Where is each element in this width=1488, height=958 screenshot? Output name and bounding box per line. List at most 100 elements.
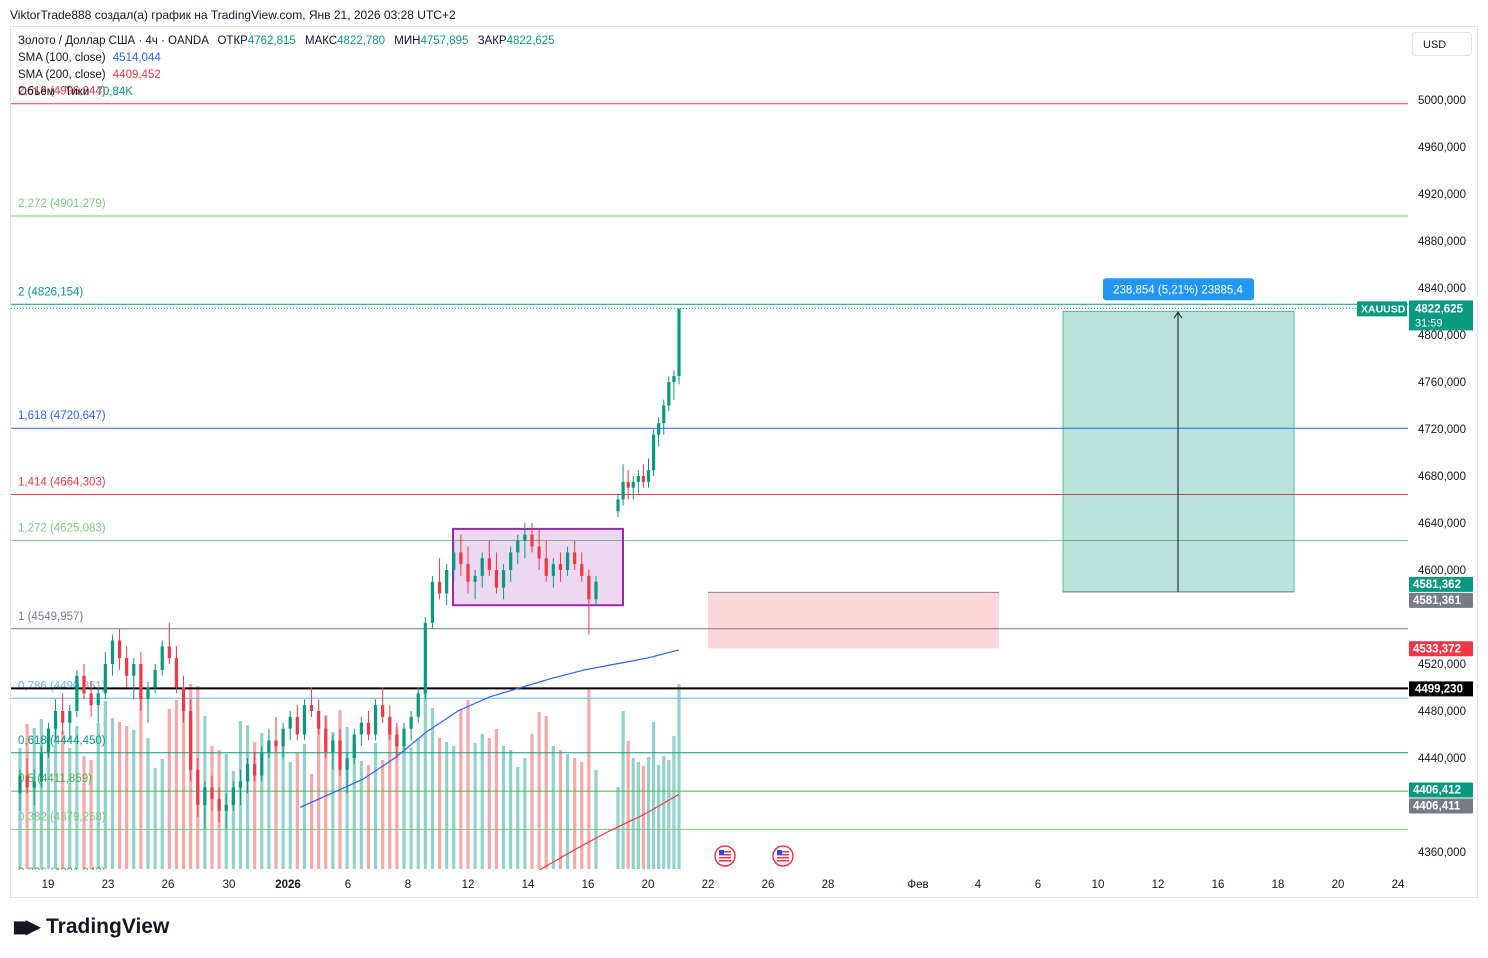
candle[interactable]	[530, 523, 534, 553]
candle[interactable]	[153, 664, 157, 694]
candle[interactable]	[423, 617, 427, 700]
candle[interactable]	[324, 716, 328, 758]
us-event-flag-icon[interactable]	[714, 845, 736, 867]
candle[interactable]	[667, 376, 671, 412]
candle[interactable]	[452, 540, 456, 582]
candle[interactable]	[587, 570, 591, 635]
candle[interactable]	[657, 417, 661, 447]
candle[interactable]	[366, 711, 371, 741]
candle[interactable]	[82, 664, 86, 700]
candle[interactable]	[416, 687, 420, 723]
candle[interactable]	[288, 711, 292, 741]
candle[interactable]	[338, 728, 342, 776]
candle[interactable]	[174, 646, 179, 694]
candle[interactable]	[537, 528, 541, 570]
candle[interactable]	[573, 540, 577, 570]
candle[interactable]	[352, 728, 356, 764]
horizontal-line-badge[interactable]: 4499,230	[1409, 681, 1473, 697]
legend-volume[interactable]: Объём · Тики 70,84K	[18, 86, 133, 98]
candle[interactable]	[672, 370, 676, 400]
candle[interactable]	[580, 552, 584, 582]
candle[interactable]	[75, 669, 79, 717]
candle[interactable]	[274, 716, 278, 753]
candle[interactable]	[409, 711, 413, 741]
candle[interactable]	[302, 699, 307, 741]
candle[interactable]	[245, 758, 250, 794]
candle[interactable]	[253, 752, 257, 782]
candle[interactable]	[509, 546, 513, 582]
candle[interactable]	[309, 687, 314, 717]
candle[interactable]	[616, 493, 620, 518]
currency-button[interactable]: USD	[1412, 32, 1472, 56]
candle[interactable]	[516, 534, 520, 565]
legend-sma100[interactable]: SMA (100, close) 4514,044	[18, 52, 161, 64]
candle[interactable]	[317, 699, 321, 735]
last-price-badge[interactable]: 4822,625 31:59	[1409, 300, 1473, 331]
candle[interactable]	[139, 652, 143, 711]
legend-sma200[interactable]: SMA (200, close) 4409,452	[18, 69, 161, 81]
candle[interactable]	[110, 634, 115, 676]
candle[interactable]	[160, 640, 164, 676]
candle[interactable]	[224, 793, 228, 829]
candle[interactable]	[662, 399, 666, 435]
candle[interactable]	[68, 705, 72, 741]
symbol-badge[interactable]: XAUUSD	[1357, 301, 1407, 317]
candle[interactable]	[641, 464, 646, 488]
price-label-stop[interactable]: 4533,372	[1409, 641, 1473, 657]
candle[interactable]	[621, 464, 625, 506]
candle[interactable]	[132, 658, 136, 700]
candle[interactable]	[181, 675, 186, 723]
candle[interactable]	[395, 722, 399, 758]
candle[interactable]	[61, 693, 65, 735]
candle[interactable]	[402, 722, 406, 753]
candle[interactable]	[473, 570, 477, 600]
candle[interactable]	[594, 575, 598, 606]
candle[interactable]	[677, 307, 681, 385]
candle[interactable]	[103, 652, 107, 700]
candle[interactable]	[558, 552, 563, 582]
candle[interactable]	[565, 546, 570, 576]
candle[interactable]	[196, 758, 200, 817]
stop-loss-zone[interactable]	[708, 592, 999, 649]
candle[interactable]	[359, 716, 363, 747]
candle[interactable]	[117, 628, 122, 670]
candle[interactable]	[381, 687, 385, 723]
candle[interactable]	[466, 546, 470, 594]
candle[interactable]	[146, 681, 150, 723]
candle[interactable]	[46, 722, 51, 758]
candle[interactable]	[646, 458, 651, 488]
price-label-target[interactable]: 4581,362	[1409, 576, 1473, 592]
candle[interactable]	[544, 540, 548, 582]
candle[interactable]	[267, 728, 271, 758]
candle[interactable]	[331, 734, 335, 770]
candle[interactable]	[626, 470, 630, 500]
candle[interactable]	[53, 699, 58, 741]
candle[interactable]	[260, 746, 264, 782]
measure-label[interactable]: 238,854 (5,21%) 23885,4	[1103, 278, 1254, 301]
candle[interactable]	[295, 705, 299, 741]
candle[interactable]	[480, 552, 484, 588]
candle[interactable]	[32, 769, 36, 805]
candle[interactable]	[651, 429, 656, 476]
candle[interactable]	[551, 558, 555, 588]
candle[interactable]	[39, 746, 43, 788]
candle[interactable]	[523, 523, 527, 559]
candle[interactable]	[231, 781, 235, 811]
candle[interactable]	[345, 752, 349, 794]
candle[interactable]	[459, 534, 463, 576]
candle[interactable]	[210, 775, 214, 811]
candle[interactable]	[203, 781, 207, 829]
candle[interactable]	[430, 575, 435, 629]
candle[interactable]	[373, 699, 378, 741]
candle[interactable]	[96, 687, 100, 723]
candle[interactable]	[238, 769, 243, 805]
candle[interactable]	[445, 564, 449, 606]
candle[interactable]	[167, 622, 171, 664]
candle[interactable]	[631, 476, 635, 500]
price-label-sma-a[interactable]: 4406,412	[1409, 782, 1473, 798]
candle[interactable]	[18, 769, 22, 811]
candle[interactable]	[487, 540, 491, 576]
candle[interactable]	[636, 470, 640, 494]
price-label-entry[interactable]: 4581,361	[1409, 592, 1473, 608]
